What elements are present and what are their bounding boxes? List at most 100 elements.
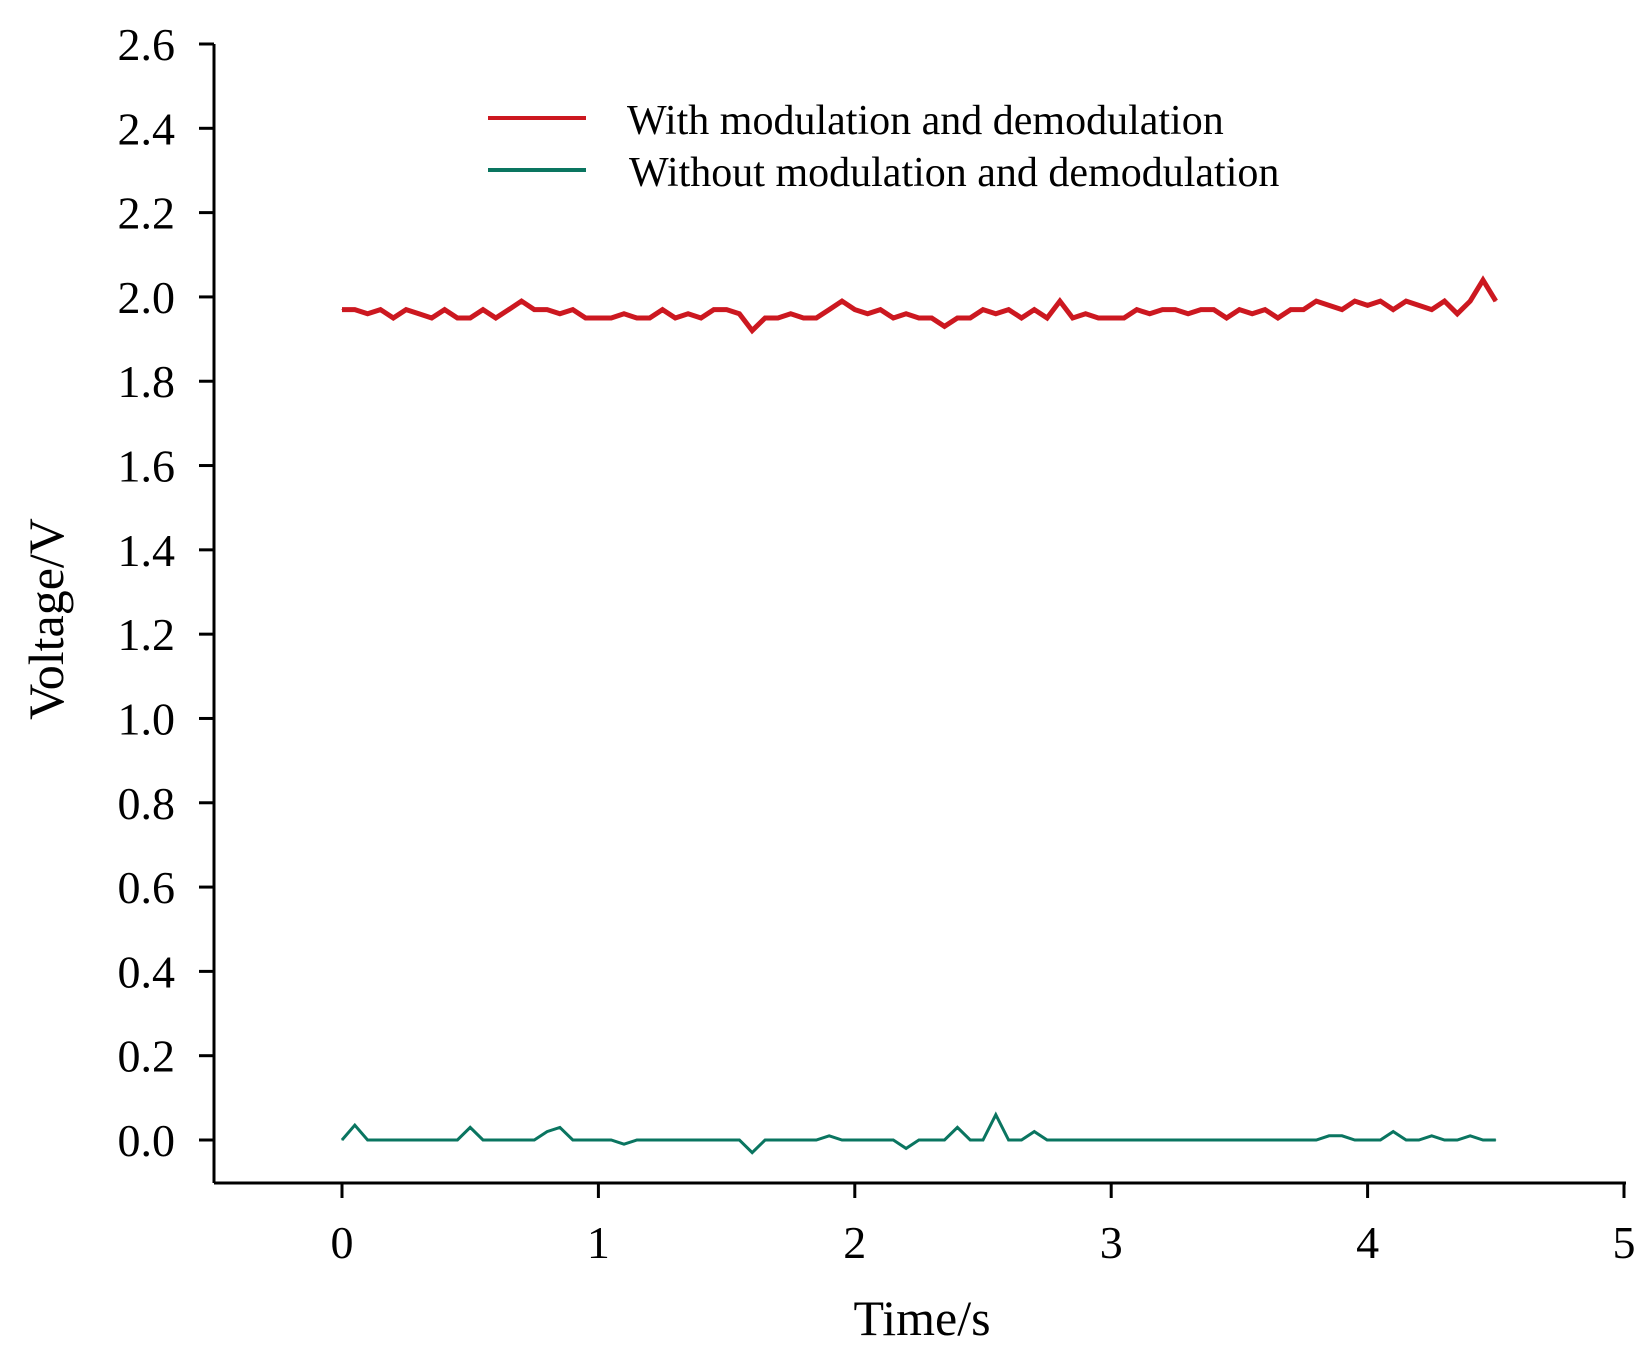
data-point: [559, 1126, 561, 1128]
data-point: [751, 330, 753, 332]
data-point: [1136, 1139, 1138, 1141]
y-tick-label: 2.4: [118, 103, 176, 154]
data-point: [1264, 309, 1266, 311]
legend: With modulation and demodulation Without…: [488, 98, 1279, 196]
data-point: [1469, 1135, 1471, 1137]
data-point: [1187, 1139, 1189, 1141]
data-point: [482, 1139, 484, 1141]
y-tick-label: 1.8: [118, 356, 176, 407]
data-point: [1290, 1139, 1292, 1141]
data-point: [790, 1139, 792, 1141]
data-point: [1315, 1139, 1317, 1141]
data-point: [1046, 1139, 1048, 1141]
data-point: [469, 1126, 471, 1128]
y-tick-label: 2.0: [118, 272, 176, 323]
data-point: [1431, 1135, 1433, 1137]
data-point: [764, 317, 766, 319]
data-point: [828, 1135, 830, 1137]
data-point: [1482, 279, 1484, 281]
series-without-modulation: [340, 1111, 1497, 1155]
data-point: [1469, 300, 1471, 302]
data-point: [1020, 1139, 1022, 1141]
data-point: [1405, 300, 1407, 302]
legend-label-with: With modulation and demodulation: [627, 98, 1224, 144]
data-point: [1367, 1139, 1369, 1141]
data-point: [1149, 313, 1151, 315]
data-point: [674, 1139, 676, 1141]
data-point: [1123, 317, 1125, 319]
data-point: [867, 1139, 869, 1141]
data-point: [341, 309, 343, 311]
data-point: [1405, 1139, 1407, 1141]
data-point: [1008, 1139, 1010, 1141]
data-point: [623, 1143, 625, 1145]
data-point: [944, 1139, 946, 1141]
data-point: [969, 1139, 971, 1141]
data-point: [379, 309, 381, 311]
data-point: [1251, 313, 1253, 315]
data-point: [1264, 1139, 1266, 1141]
data-point: [828, 309, 830, 311]
data-point: [1328, 304, 1330, 306]
data-point: [1187, 313, 1189, 315]
data-point: [610, 317, 612, 319]
data-point: [854, 309, 856, 311]
y-tick-label: 0.0: [118, 1115, 176, 1166]
data-point: [918, 317, 920, 319]
data-point: [803, 1139, 805, 1141]
data-point: [1085, 1139, 1087, 1141]
data-point: [354, 1124, 356, 1126]
data-point: [995, 1114, 997, 1116]
data-point: [469, 317, 471, 319]
y-tick-label: 0.4: [118, 946, 176, 997]
data-point: [1328, 1135, 1330, 1137]
data-point: [879, 1139, 881, 1141]
data-point: [931, 1139, 933, 1141]
data-point: [815, 1139, 817, 1141]
data-point: [533, 309, 535, 311]
data-point: [495, 1139, 497, 1141]
data-point: [1136, 309, 1138, 311]
data-point: [431, 317, 433, 319]
data-point: [1008, 309, 1010, 311]
data-point: [1277, 317, 1279, 319]
data-point: [1315, 300, 1317, 302]
data-point: [636, 1139, 638, 1141]
data-point: [1392, 1131, 1394, 1133]
data-point: [1354, 300, 1356, 302]
data-point: [815, 317, 817, 319]
data-point: [841, 1139, 843, 1141]
data-point: [777, 1139, 779, 1141]
data-point: [1161, 1139, 1163, 1141]
data-point: [1495, 300, 1497, 302]
data-point: [1341, 309, 1343, 311]
data-point: [969, 317, 971, 319]
data-point: [687, 313, 689, 315]
data-point: [392, 1139, 394, 1141]
data-point: [662, 309, 663, 311]
data-point: [456, 317, 458, 319]
data-point: [803, 317, 805, 319]
data-point: [1251, 1139, 1253, 1141]
data-point: [841, 300, 843, 302]
y-tick-label: 1.4: [118, 525, 176, 576]
data-point: [444, 309, 446, 311]
legend-label-without: Without modulation and demodulation: [629, 150, 1279, 196]
data-point: [918, 1139, 920, 1141]
data-point: [597, 1139, 599, 1141]
x-tick-label: 3: [1100, 1217, 1123, 1268]
data-point: [1303, 309, 1304, 311]
data-point: [379, 1139, 381, 1141]
y-axis-label: Voltage/V: [18, 518, 74, 720]
data-point: [700, 317, 702, 319]
data-point: [1456, 1139, 1458, 1141]
y-tick-label: 0.2: [118, 1031, 176, 1082]
data-point: [982, 309, 984, 311]
data-point: [1226, 317, 1228, 319]
data-point: [738, 1139, 740, 1141]
data-point: [726, 1139, 728, 1141]
data-point: [610, 1139, 612, 1141]
data-point: [418, 313, 420, 315]
data-point: [956, 1126, 958, 1128]
